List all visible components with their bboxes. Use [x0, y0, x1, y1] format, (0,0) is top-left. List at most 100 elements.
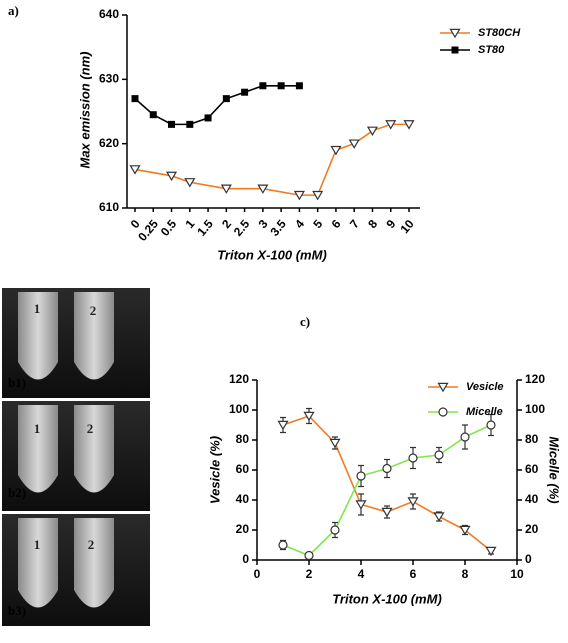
legend-marker	[437, 382, 449, 393]
marker	[168, 120, 176, 128]
x-tick-label: 4	[292, 217, 307, 231]
tube-number: 2	[87, 421, 94, 436]
marker	[433, 512, 445, 522]
y-tick-label: 40	[236, 492, 250, 506]
marker	[293, 190, 305, 201]
x-tick-label: 6	[329, 217, 344, 231]
y2-tick-label: 0	[525, 552, 532, 566]
y-tick-label: 100	[229, 402, 249, 416]
marker	[131, 95, 139, 103]
photo-label: b2)	[8, 485, 26, 500]
series-line	[134, 84, 300, 126]
y2-tick-label: 80	[525, 432, 539, 446]
marker	[257, 184, 269, 194]
y-tick-label: 610	[99, 200, 119, 214]
marker	[277, 82, 285, 90]
marker	[304, 550, 314, 561]
marker	[222, 95, 230, 103]
photo-b3: 1 2 b3)	[2, 514, 150, 626]
x-axis-title: Triton X-100 (mM)	[217, 247, 327, 262]
marker	[278, 540, 288, 550]
marker	[329, 438, 341, 449]
y-tick-label: 120	[229, 372, 249, 386]
photo-b1: 1 2 b1)	[2, 288, 150, 398]
marker	[295, 82, 303, 90]
y-tick-label: 630	[99, 72, 119, 86]
legend-marker	[438, 407, 448, 417]
tube	[18, 292, 58, 380]
legend-label: Micelle	[466, 406, 503, 418]
marker	[407, 497, 419, 507]
x-tick-label: 10	[397, 217, 417, 236]
photo-label: b1)	[8, 375, 26, 390]
series-line	[134, 123, 409, 196]
y-tick-label: 0	[242, 552, 249, 566]
y-axis-title: Max emission (nm)	[77, 51, 92, 168]
tube-number: 1	[34, 301, 41, 316]
marker	[356, 471, 366, 481]
series-line	[282, 424, 492, 557]
marker	[382, 463, 392, 474]
marker	[408, 453, 418, 463]
tube	[74, 405, 114, 493]
tube	[74, 518, 114, 608]
marker	[403, 120, 415, 130]
marker	[277, 420, 289, 431]
x-tick-label: 2	[306, 567, 313, 581]
marker	[220, 184, 232, 194]
marker	[241, 88, 249, 96]
marker	[184, 178, 196, 188]
legend-marker	[451, 46, 459, 54]
marker	[204, 114, 212, 122]
x-tick-label: 8	[462, 567, 469, 581]
x-tick-label: 0	[254, 567, 261, 581]
tube	[74, 292, 114, 380]
marker	[259, 82, 267, 90]
marker	[330, 145, 342, 156]
marker	[355, 500, 367, 510]
legend-label: Vesicle	[466, 381, 504, 393]
tube	[18, 405, 58, 493]
y-tick-label: 640	[99, 7, 119, 21]
marker	[366, 126, 379, 137]
legend-label: ST80	[478, 44, 505, 56]
x-tick-label: 1.5	[194, 217, 216, 239]
y-axis-title: Vesicle (%)	[207, 436, 222, 504]
x-tick-label: 4	[358, 567, 365, 581]
panel-label: c)	[300, 314, 310, 329]
photo-b2: 1 2 b2)	[2, 401, 150, 511]
marker	[385, 120, 397, 130]
panel-label: a)	[8, 3, 19, 18]
marker	[434, 450, 444, 460]
marker	[149, 111, 157, 119]
legend-label: ST80CH	[478, 27, 521, 39]
x-axis-title: Triton X-100 (mM)	[332, 591, 442, 606]
y2-tick-label: 60	[525, 462, 539, 476]
y-tick-label: 620	[99, 136, 119, 150]
x-tick-label: 7	[347, 217, 362, 231]
y2-axis-title: Micelle (%)	[547, 436, 562, 503]
marker	[486, 420, 496, 430]
x-tick-label: 6	[410, 567, 417, 581]
y2-tick-label: 40	[525, 492, 539, 506]
marker	[303, 411, 315, 422]
marker	[129, 165, 141, 175]
y2-tick-label: 20	[525, 522, 539, 536]
marker	[460, 432, 470, 442]
tube-number: 2	[88, 537, 95, 552]
y2-tick-label: 120	[525, 372, 545, 386]
x-tick-label: 9	[383, 217, 398, 231]
marker	[186, 120, 194, 128]
marker	[165, 171, 178, 182]
tube-number: 1	[34, 537, 41, 552]
x-tick-label: 8	[365, 217, 380, 231]
x-tick-label: 2.5	[231, 217, 253, 239]
x-tick-label: 5	[310, 217, 325, 231]
y-tick-label: 20	[236, 522, 250, 536]
legend-marker	[449, 28, 461, 39]
marker	[330, 525, 340, 535]
photo-label: b3)	[8, 603, 26, 618]
marker	[485, 546, 497, 557]
